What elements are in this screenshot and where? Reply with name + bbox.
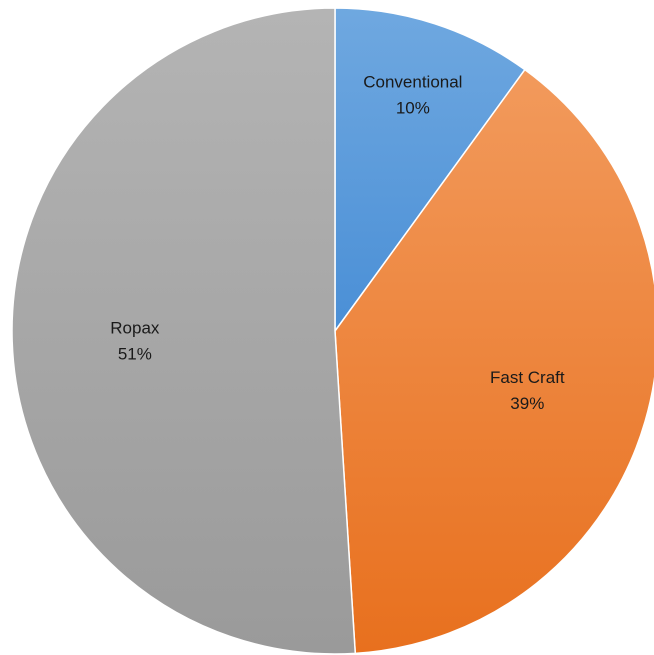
pie-labels: Conventional 10% Fast Craft 39% Ropax 51% — [110, 72, 565, 412]
slice-category-label-fast-craft: Fast Craft — [490, 368, 565, 387]
pie-slice-ropax — [11, 7, 357, 655]
slice-percent-label-ropax: 51% — [118, 344, 152, 363]
slice-percent-label-fast-craft: 39% — [510, 394, 544, 413]
pie-slice-conventional — [334, 7, 526, 334]
pie-slices — [11, 7, 654, 655]
pie-slice-fast-craft — [334, 68, 654, 655]
slice-percent-label-conventional: 10% — [396, 98, 430, 117]
slice-category-label-ropax: Ropax — [110, 318, 160, 337]
slice-category-label-conventional: Conventional — [363, 72, 462, 91]
